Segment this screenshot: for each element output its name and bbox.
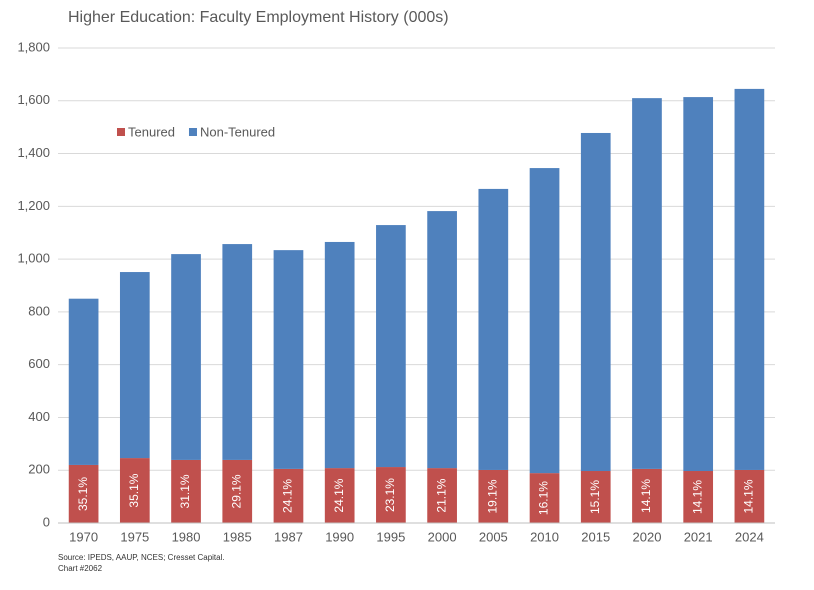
bar-segment [427, 211, 457, 469]
bar-segment [68, 298, 99, 465]
x-tick-label: 1990 [325, 529, 354, 544]
bar-segment [580, 132, 611, 472]
x-tick-label: 2005 [479, 529, 508, 544]
bar-annotation: 23.1% [383, 478, 397, 512]
bar-segment [119, 272, 150, 459]
bar-segment [324, 468, 355, 523]
legend-swatch [117, 128, 125, 136]
bar-segment [683, 97, 714, 472]
bar-annotation: 29.1% [229, 474, 243, 508]
bar-segment [273, 468, 304, 523]
chart-id: Chart #2062 [58, 564, 103, 573]
bar-annotation: 24.1% [332, 478, 346, 512]
bar-segment [734, 88, 765, 470]
x-tick-label: 1970 [69, 529, 98, 544]
bar-segment [632, 98, 662, 469]
x-tick-label: 2015 [581, 529, 610, 544]
bar-annotation: 15.1% [588, 480, 602, 514]
bar-annotation: 14.1% [639, 479, 653, 513]
bar-annotation: 21.1% [434, 478, 448, 512]
x-tick-label: 2024 [735, 529, 764, 544]
bar-segment [171, 459, 201, 523]
y-tick-label: 1,800 [17, 39, 50, 54]
bar-annotation: 19.1% [485, 479, 499, 513]
y-tick-label: 400 [28, 409, 50, 424]
bar-segment [119, 458, 150, 523]
x-tick-label: 2021 [684, 529, 713, 544]
y-tick-label: 1,000 [17, 251, 50, 266]
x-tick-label: 2000 [428, 529, 457, 544]
bar-segment [529, 168, 560, 474]
chart-title: Higher Education: Faculty Employment His… [68, 9, 449, 26]
bar-segment [376, 467, 406, 523]
bar-segment [683, 471, 714, 523]
bar-segment [324, 241, 355, 469]
x-tick-label: 2010 [530, 529, 559, 544]
legend-label: Tenured [128, 124, 175, 139]
y-tick-label: 1,400 [17, 145, 50, 160]
bar-segment [478, 469, 509, 523]
bar-segment [580, 471, 611, 523]
bar-annotation: 35.1% [127, 473, 141, 507]
bar-segment [222, 244, 253, 460]
x-tick-label: 1987 [274, 529, 303, 544]
x-tick-label: 1995 [376, 529, 405, 544]
bar-segment [478, 188, 509, 470]
bar-segment [734, 469, 765, 523]
x-tick-label: 1980 [172, 529, 201, 544]
bar-segment [632, 468, 662, 523]
bar-segment [529, 473, 560, 523]
y-tick-label: 1,600 [17, 92, 50, 107]
x-tick-label: 1985 [223, 529, 252, 544]
bar-segment [222, 459, 253, 523]
source-note: Source: IPEDS, AAUP, NCES; Cresset Capit… [58, 553, 225, 562]
x-tick-label: 2020 [633, 529, 662, 544]
y-tick-label: 600 [28, 356, 50, 371]
bar-annotation: 14.1% [742, 479, 756, 513]
legend-label: Non-Tenured [200, 124, 275, 139]
x-tick-label: 1975 [120, 529, 149, 544]
bar-segment [427, 468, 457, 523]
y-tick-label: 1,200 [17, 198, 50, 213]
bar-annotation: 35.1% [76, 477, 90, 511]
y-tick-label: 800 [28, 303, 50, 318]
bar-annotation: 31.1% [178, 474, 192, 508]
bar-segment [68, 464, 99, 523]
legend-swatch [188, 128, 197, 136]
bar-segment [273, 250, 304, 469]
y-tick-label: 200 [28, 462, 50, 477]
y-tick-label: 0 [43, 514, 50, 529]
bar-annotation: 14.1% [690, 480, 704, 514]
bar-segment [171, 254, 201, 460]
bar-segment [376, 225, 406, 468]
bar-annotation: 24.1% [281, 479, 295, 513]
bar-annotation: 16.1% [537, 481, 551, 515]
